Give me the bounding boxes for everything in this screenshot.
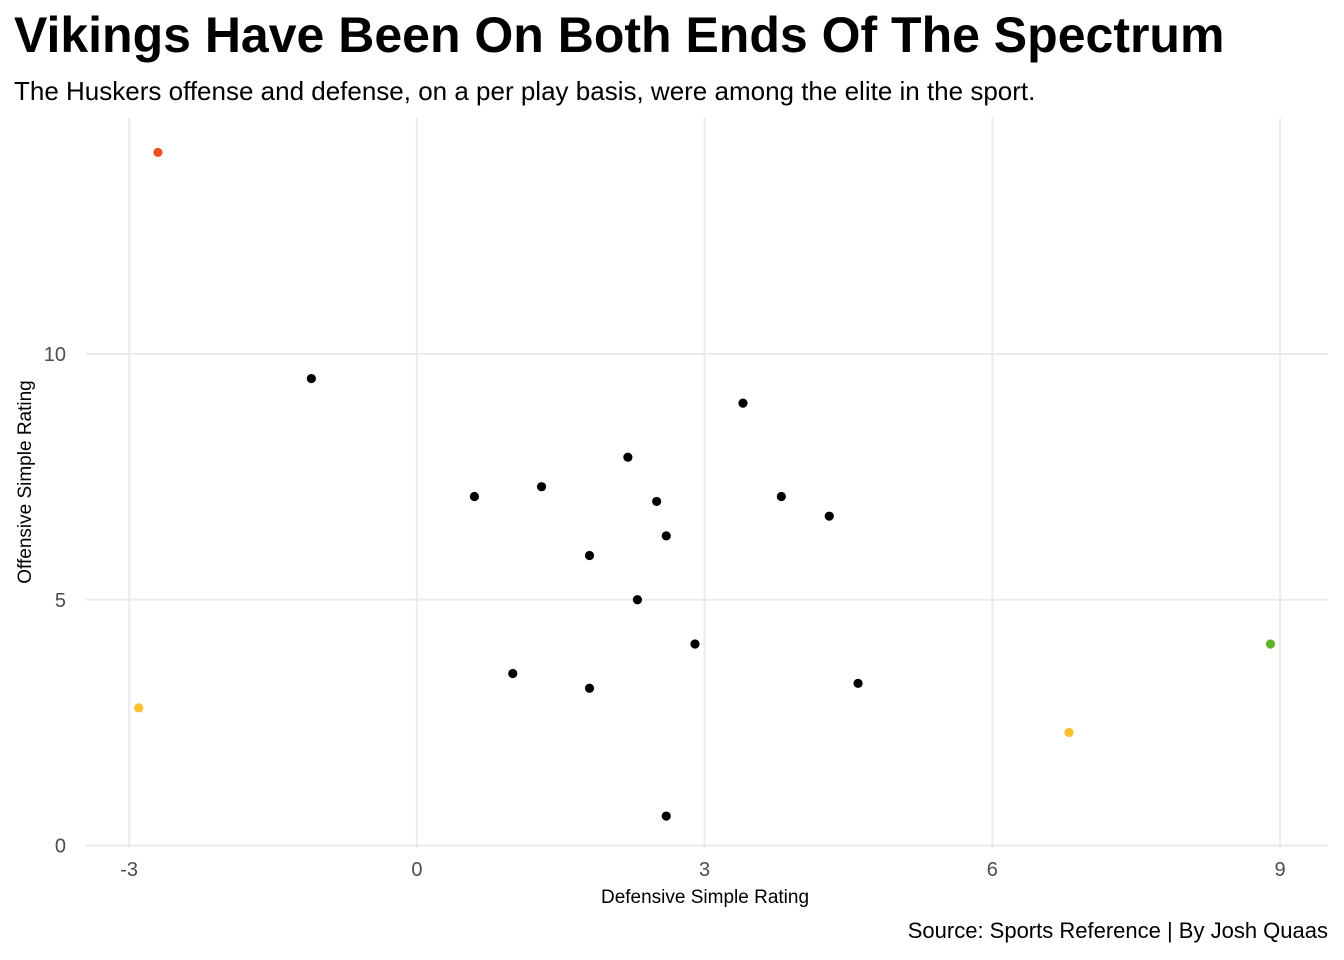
data-point [652, 496, 662, 507]
chart-title: Vikings Have Been On Both Ends Of The Sp… [14, 7, 1225, 63]
y-tick-label: 0 [55, 836, 66, 858]
data-point [661, 531, 671, 541]
data-point [824, 511, 834, 521]
data-point [134, 703, 144, 713]
data-point [738, 398, 748, 408]
y-tick-labels: 0 5 10 [44, 344, 66, 858]
data-point [632, 595, 643, 605]
data-point [306, 373, 316, 384]
data-point [584, 683, 595, 693]
y-axis-title: Offensive Simple Rating [15, 380, 36, 583]
gridlines [86, 118, 1328, 848]
data-point [1064, 727, 1074, 738]
data-point [469, 491, 480, 502]
points-layer [134, 147, 1276, 821]
data-point [776, 491, 786, 502]
data-point [536, 482, 547, 492]
x-tick-labels: -3 0 3 6 9 [120, 859, 1285, 881]
data-point [508, 668, 518, 679]
data-point [623, 452, 633, 462]
chart-subtitle: The Huskers offense and defense, on a pe… [14, 76, 1036, 106]
x-tick-label: -3 [120, 859, 138, 881]
y-tick-label: 10 [44, 344, 66, 366]
chart-caption: Source: Sports Reference | By Josh Quaas [907, 918, 1328, 943]
x-axis-title: Defensive Simple Rating [601, 887, 809, 908]
data-point [853, 678, 863, 688]
data-point [690, 639, 700, 649]
data-point [153, 147, 163, 158]
data-point [1265, 639, 1276, 649]
y-tick-label: 5 [55, 590, 66, 612]
x-tick-label: 0 [411, 859, 422, 881]
data-point [584, 550, 595, 561]
x-tick-label: 6 [987, 859, 998, 881]
data-point [661, 811, 671, 821]
x-tick-label: 9 [1274, 859, 1285, 881]
x-tick-label: 3 [699, 859, 710, 881]
